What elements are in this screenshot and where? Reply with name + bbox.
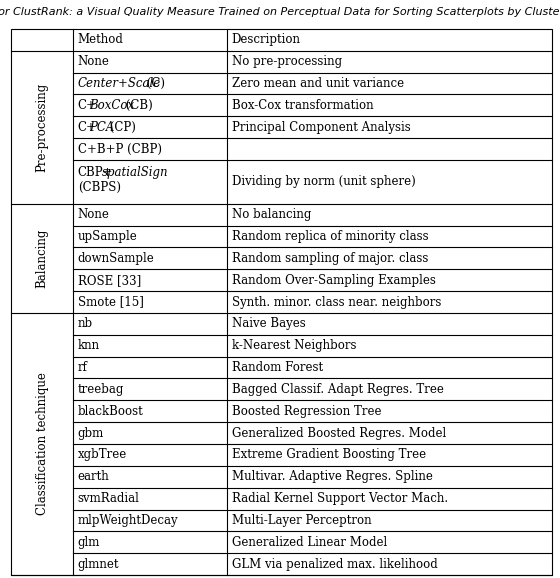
Text: Figure 4 for ClustRank: a Visual Quality Measure Trained on Perceptual Data for : Figure 4 for ClustRank: a Visual Quality… <box>0 7 560 17</box>
Text: Random replica of minority class: Random replica of minority class <box>232 230 428 243</box>
Text: earth: earth <box>78 470 110 483</box>
Text: blackBoost: blackBoost <box>78 405 143 418</box>
Text: C+B+P (CBP): C+B+P (CBP) <box>78 143 162 155</box>
Text: Naive Bayes: Naive Bayes <box>232 317 306 331</box>
Text: (CBPS): (CBPS) <box>78 180 121 194</box>
Text: nb: nb <box>78 317 93 331</box>
Text: Generalized Boosted Regres. Model: Generalized Boosted Regres. Model <box>232 427 446 440</box>
Text: Random Forest: Random Forest <box>232 361 323 374</box>
Text: glm: glm <box>78 536 100 549</box>
Text: ROSE [33]: ROSE [33] <box>78 273 141 287</box>
Text: C+: C+ <box>78 99 97 112</box>
Text: CBP+: CBP+ <box>78 166 113 179</box>
Text: No pre-processing: No pre-processing <box>232 55 342 68</box>
Text: mlpWeightDecay: mlpWeightDecay <box>78 514 179 527</box>
Text: Balancing: Balancing <box>36 229 49 288</box>
Text: BoxCox: BoxCox <box>90 99 135 112</box>
Text: Generalized Linear Model: Generalized Linear Model <box>232 536 387 549</box>
Text: (CB): (CB) <box>122 99 153 112</box>
Text: Extreme Gradient Boosting Tree: Extreme Gradient Boosting Tree <box>232 449 426 461</box>
Text: Radial Kernel Support Vector Mach.: Radial Kernel Support Vector Mach. <box>232 492 448 505</box>
Text: Pre-processing: Pre-processing <box>36 83 49 172</box>
Text: Boosted Regression Tree: Boosted Regression Tree <box>232 405 381 418</box>
Text: Method: Method <box>78 34 124 46</box>
Text: (CP): (CP) <box>106 121 136 134</box>
Text: Smote [15]: Smote [15] <box>78 295 144 309</box>
Text: upSample: upSample <box>78 230 138 243</box>
Text: treebag: treebag <box>78 383 124 396</box>
Text: None: None <box>78 55 110 68</box>
Text: Multivar. Adaptive Regres. Spline: Multivar. Adaptive Regres. Spline <box>232 470 433 483</box>
Text: Multi-Layer Perceptron: Multi-Layer Perceptron <box>232 514 371 527</box>
Text: Box-Cox transformation: Box-Cox transformation <box>232 99 374 112</box>
Text: Classification technique: Classification technique <box>36 373 49 516</box>
Text: GLM via penalized max. likelihood: GLM via penalized max. likelihood <box>232 558 437 570</box>
Text: knn: knn <box>78 339 100 352</box>
Text: gbm: gbm <box>78 427 104 440</box>
Text: glmnet: glmnet <box>78 558 119 570</box>
Text: Bagged Classif. Adapt Regres. Tree: Bagged Classif. Adapt Regres. Tree <box>232 383 444 396</box>
Text: (C): (C) <box>143 77 165 90</box>
Text: C+: C+ <box>78 121 97 134</box>
Text: svmRadial: svmRadial <box>78 492 139 505</box>
Text: Center+Scale: Center+Scale <box>78 77 161 90</box>
Text: Random Over-Sampling Examples: Random Over-Sampling Examples <box>232 273 436 287</box>
Text: No balancing: No balancing <box>232 208 311 221</box>
Text: Dividing by norm (unit sphere): Dividing by norm (unit sphere) <box>232 175 416 188</box>
Text: Principal Component Analysis: Principal Component Analysis <box>232 121 410 134</box>
Text: rf: rf <box>78 361 88 374</box>
Text: Description: Description <box>232 34 301 46</box>
Text: spatialSign: spatialSign <box>101 166 168 179</box>
Text: None: None <box>78 208 110 221</box>
Text: xgbTree: xgbTree <box>78 449 127 461</box>
Text: downSample: downSample <box>78 252 155 265</box>
Text: PCA: PCA <box>90 121 115 134</box>
Text: Random sampling of major. class: Random sampling of major. class <box>232 252 428 265</box>
Text: Zero mean and unit variance: Zero mean and unit variance <box>232 77 404 90</box>
Text: k-Nearest Neighbors: k-Nearest Neighbors <box>232 339 356 352</box>
Text: Synth. minor. class near. neighbors: Synth. minor. class near. neighbors <box>232 295 441 309</box>
